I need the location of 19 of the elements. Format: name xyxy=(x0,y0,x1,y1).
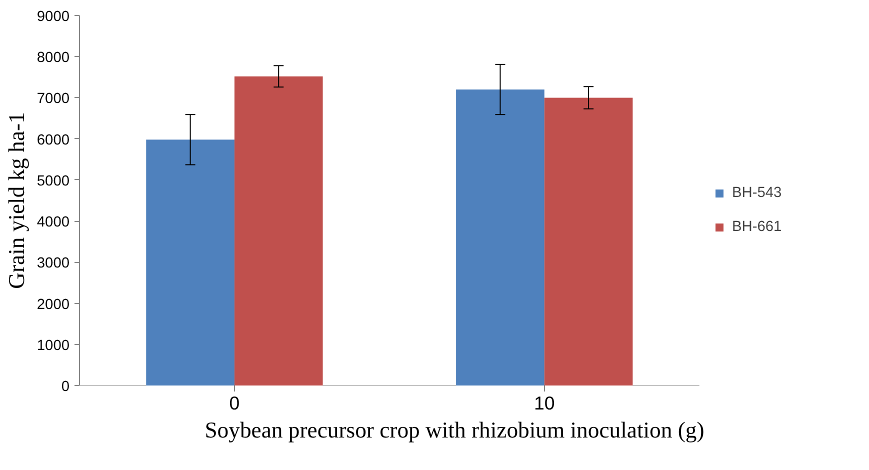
y-axis-title: Grain yield kg ha-1 xyxy=(4,112,29,289)
y-tick-label: 8000 xyxy=(36,50,70,66)
legend-label: BH-543 xyxy=(732,185,782,201)
bar xyxy=(456,90,544,386)
x-axis-title: Soybean precursor crop with rhizobium inoculation (g) xyxy=(204,418,704,442)
y-tick-label: 2000 xyxy=(36,296,70,313)
y-tick-label: 0 xyxy=(61,379,70,395)
x-tick-label: 10 xyxy=(534,392,555,414)
y-tick-label: 9000 xyxy=(36,9,70,25)
y-tick-label: 7000 xyxy=(36,91,70,108)
y-tick-label: 6000 xyxy=(36,132,70,148)
bar xyxy=(146,140,234,386)
y-tick-label: 4000 xyxy=(36,214,70,231)
y-tick-label: 5000 xyxy=(36,173,70,190)
legend-label: BH-661 xyxy=(732,219,782,235)
y-tick-label: 1000 xyxy=(36,338,70,354)
bar xyxy=(234,76,323,386)
y-tick-label: 3000 xyxy=(36,256,70,272)
bar xyxy=(544,98,633,386)
